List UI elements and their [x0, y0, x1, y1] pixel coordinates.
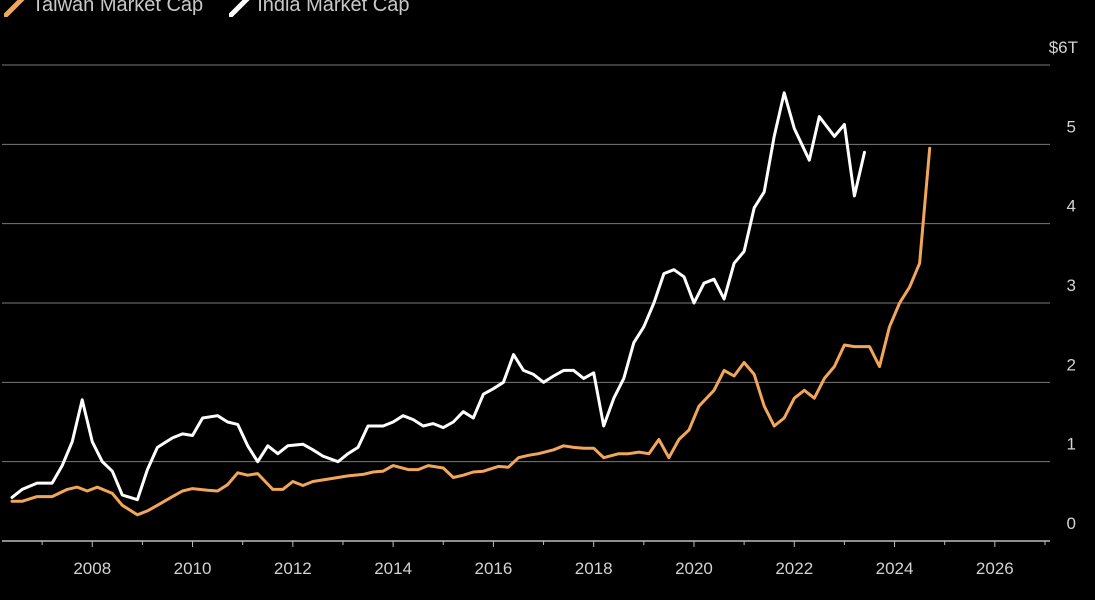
- y-tick-label-4: 4: [1067, 197, 1076, 216]
- y-axis: 0 1 2 3 4 5 $6T: [1049, 38, 1078, 533]
- x-tick-label-2016: 2016: [474, 559, 512, 578]
- legend-swatch-taiwan-icon: [3, 0, 26, 17]
- y-tick-label-0: 0: [1067, 514, 1076, 533]
- y-tick-label-3: 3: [1067, 276, 1076, 295]
- x-tick-label-2014: 2014: [374, 559, 412, 578]
- grid: [2, 64, 1050, 463]
- legend-item-taiwan: Taiwan Market Cap: [3, 0, 204, 17]
- legend-label-india: India Market Cap: [257, 0, 410, 16]
- x-tick-label-2008: 2008: [73, 559, 111, 578]
- y-tick-label-5: 5: [1067, 117, 1076, 136]
- x-tick-label-2024: 2024: [876, 559, 914, 578]
- x-tick-label-2026: 2026: [976, 559, 1014, 578]
- x-tick-label-2012: 2012: [274, 559, 312, 578]
- x-tick-label-2010: 2010: [174, 559, 212, 578]
- x-tick-label-2018: 2018: [575, 559, 613, 578]
- y-tick-label-1: 1: [1067, 435, 1076, 454]
- series-lines: [10, 91, 932, 517]
- legend: Taiwan Market Cap India Market Cap: [3, 0, 435, 17]
- series-line-taiwan: [10, 146, 932, 517]
- legend-item-india: India Market Cap: [228, 0, 410, 17]
- legend-label-taiwan: Taiwan Market Cap: [32, 0, 204, 16]
- legend-swatch-india-icon: [228, 0, 251, 17]
- y-tick-label-6: $6T: [1049, 38, 1078, 57]
- series-line-india: [10, 91, 866, 502]
- x-axis: 2008 2010 2012 2014 2016 2018 2020 2022 2024 2026: [2, 540, 1050, 578]
- x-tick-label-2020: 2020: [675, 559, 713, 578]
- y-tick-label-2: 2: [1067, 355, 1076, 374]
- x-tick-label-2022: 2022: [775, 559, 813, 578]
